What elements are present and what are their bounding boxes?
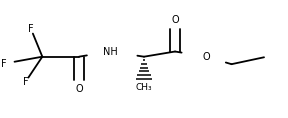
Text: O: O (75, 84, 83, 94)
Text: O: O (171, 15, 179, 25)
Text: F: F (22, 77, 28, 87)
Text: NH: NH (103, 46, 118, 57)
Text: CH₃: CH₃ (136, 83, 152, 92)
Text: F: F (1, 59, 7, 69)
Text: F: F (28, 24, 34, 34)
Text: O: O (202, 52, 210, 62)
